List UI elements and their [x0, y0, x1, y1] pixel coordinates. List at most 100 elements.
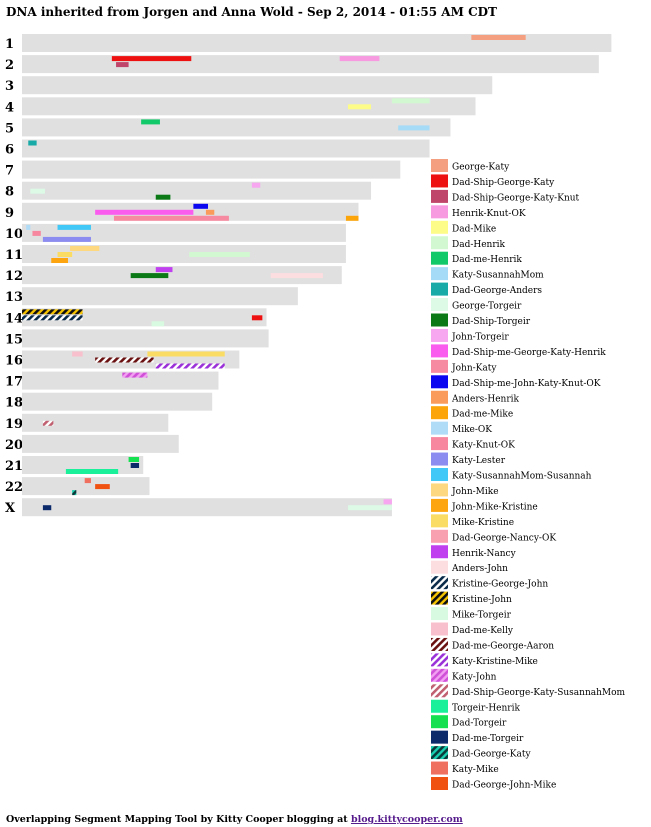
segment-chr6-dad-george-anders [28, 140, 37, 146]
chromosome-bar-14 [22, 308, 267, 327]
legend-label-dad-torgeir: Dad-Torgeir [452, 719, 507, 729]
chromosome-label-10: 10 [5, 227, 23, 242]
segment-chr16-katy-kristine-mike [155, 363, 225, 369]
footer: Overlapping Segment Mapping Tool by Kitt… [6, 814, 463, 825]
legend-swatch-katy-kristine-mike [431, 653, 448, 667]
segment-chr8-george-torgeir [30, 188, 45, 194]
segment-chr10-katy-lester [42, 236, 91, 242]
chromosome-bar-3 [22, 76, 493, 95]
chromosome-label-16: 16 [5, 354, 23, 369]
segment-chr9-dad-ship-me-john-katy-knut-ok [193, 203, 209, 209]
legend-swatch-john-katy [431, 359, 448, 373]
legend-label-dad-ship-george-katy-susannahmom: Dad-Ship-George-Katy-SusannahMom [452, 688, 626, 698]
legend-label-anders-john: Anders-John [451, 564, 508, 574]
segment-chr5-katy-susannahmom [398, 125, 430, 131]
segment-chr22-dad-george-john-mike [95, 484, 110, 490]
segment-chrx-john-torgeir [383, 499, 392, 505]
chromosome-bar-15 [22, 329, 269, 348]
chromosome-label-x: X [5, 501, 16, 516]
legend-label-dad-mike: Dad-Mike [452, 224, 496, 234]
legend-swatch-mike-ok [431, 421, 448, 435]
legend-swatch-dad-henrik [431, 236, 448, 250]
segment-chr10-katy-knut-ok [32, 230, 41, 236]
segment-chr14-kristine-george-john [22, 315, 83, 321]
legend: George-Katy Dad-Ship-George-Katy Dad-Ship-… [431, 159, 626, 791]
legend-swatch-katy-lester [431, 452, 448, 466]
legend-label-dad-ship-george-katy-knut: Dad-Ship-George-Katy-Knut [452, 193, 580, 203]
legend-label-henrik-nancy: Henrik-Nancy [452, 549, 517, 559]
legend-label-john-torgeir: John-Torgeir [451, 332, 509, 342]
chart-title: DNA inherited from Jorgen and Anna Wold … [6, 5, 497, 19]
legend-label-dad-george-nancy-ok: Dad-George-Nancy-OK [452, 533, 556, 543]
segment-chr10-katy-susannahmom-susannah [57, 224, 91, 230]
footer-text: Overlapping Segment Mapping Tool by Kitt… [6, 814, 348, 825]
legend-label-katy-john: Katy-John [452, 672, 497, 682]
legend-label-katy-susannahmom: Katy-SusannahMom [452, 271, 544, 281]
segment-chr21-torgeir-henrik [65, 469, 119, 474]
segment-chr19-dad-ship-george-katy-susannahmom [42, 420, 54, 426]
chromosome-label-5: 5 [5, 121, 14, 136]
legend-swatch-dad-mike [431, 220, 448, 234]
legend-swatch-dad-ship-george-katy [431, 174, 448, 188]
legend-swatch-dad-ship-george-katy-susannahmom [431, 684, 448, 698]
legend-swatch-george-katy [431, 159, 448, 172]
chromosome-bar-6 [22, 139, 430, 158]
chromosome-bar-19 [22, 413, 169, 432]
legend-swatch-dad-george-nancy-ok [431, 529, 448, 543]
segment-chr12-dad-ship-torgeir [130, 273, 169, 279]
legend-swatch-dad-me-george-aaron [431, 637, 448, 651]
segment-chr5-dad-me-henrik [141, 119, 160, 125]
legend-swatch-katy-susannahmom [431, 267, 448, 281]
chromosome-label-1: 1 [5, 37, 14, 52]
legend-swatch-mike-kristine [431, 514, 448, 528]
blog-link[interactable]: blog.kittycooper.com [350, 814, 463, 825]
legend-swatch-katy-knut-ok [431, 437, 448, 451]
segment-chr12-henrik-nancy [155, 267, 173, 273]
legend-swatch-dad-me-torgeir [431, 730, 448, 744]
legend-label-dad-george-john-mike: Dad-George-John-Mike [452, 781, 556, 791]
segment-chr22-dad-george-katy [72, 490, 77, 496]
chromosome-bar-12 [22, 266, 342, 285]
legend-label-dad-george-katy: Dad-George-Katy [452, 750, 531, 760]
legend-swatch-henrik-nancy [431, 545, 448, 559]
legend-label-katy-kristine-mike: Katy-Kristine-Mike [452, 657, 538, 667]
legend-label-katy-susannahmom-susannah: Katy-SusannahMom-Susannah [452, 472, 592, 482]
chromosome-label-6: 6 [5, 143, 14, 158]
segment-chr14-mike-torgeir [151, 321, 165, 327]
legend-label-john-katy: John-Katy [451, 363, 497, 373]
chromosome-bar-17 [22, 371, 219, 390]
legend-label-dad-me-george-aaron: Dad-me-George-Aaron [452, 641, 554, 651]
legend-label-george-katy: George-Katy [452, 163, 510, 173]
chromosome-bar-7 [22, 160, 401, 179]
chromosome-label-13: 13 [5, 290, 23, 305]
segment-chrx-dad-me-torgeir [42, 505, 52, 511]
segment-chr14-dad-ship-george-katy [251, 315, 263, 321]
legend-swatch-dad-george-katy [431, 746, 448, 760]
chromosome-label-17: 17 [5, 375, 23, 390]
legend-label-dad-ship-me-john-katy-knut-ok: Dad-Ship-me-John-Katy-Knut-OK [452, 379, 601, 389]
legend-label-john-mike-kristine: John-Mike-Kristine [451, 502, 538, 512]
legend-swatch-mike-torgeir [431, 607, 448, 621]
chromosome-label-9: 9 [5, 206, 14, 221]
segment-chr16-dad-me-kelly [72, 351, 83, 357]
legend-label-dad-george-anders: Dad-George-Anders [452, 286, 542, 296]
segment-chr21-dad-torgeir [128, 457, 140, 462]
chromosome-label-14: 14 [5, 311, 23, 326]
legend-swatch-katy-mike [431, 761, 448, 775]
segment-chr11-john-mike-kristine [51, 258, 68, 263]
legend-swatch-anders-henrik [431, 390, 448, 404]
chromosome-label-3: 3 [5, 79, 14, 94]
chromosome-label-8: 8 [5, 185, 14, 200]
legend-swatch-john-torgeir [431, 328, 448, 342]
legend-swatch-john-mike-kristine [431, 498, 448, 512]
legend-swatch-henrik-knut-ok [431, 205, 448, 219]
legend-swatch-anders-john [431, 560, 448, 574]
legend-swatch-dad-torgeir [431, 715, 448, 729]
segment-chr4-dad-mike [348, 104, 372, 110]
segment-chr1-george-katy [471, 35, 526, 40]
legend-label-dad-ship-george-katy: Dad-Ship-George-Katy [452, 178, 555, 188]
segment-chr21-dad-me-torgeir [130, 463, 140, 468]
chromosome-label-7: 7 [5, 164, 14, 179]
segment-chr17-katy-john [122, 372, 148, 378]
